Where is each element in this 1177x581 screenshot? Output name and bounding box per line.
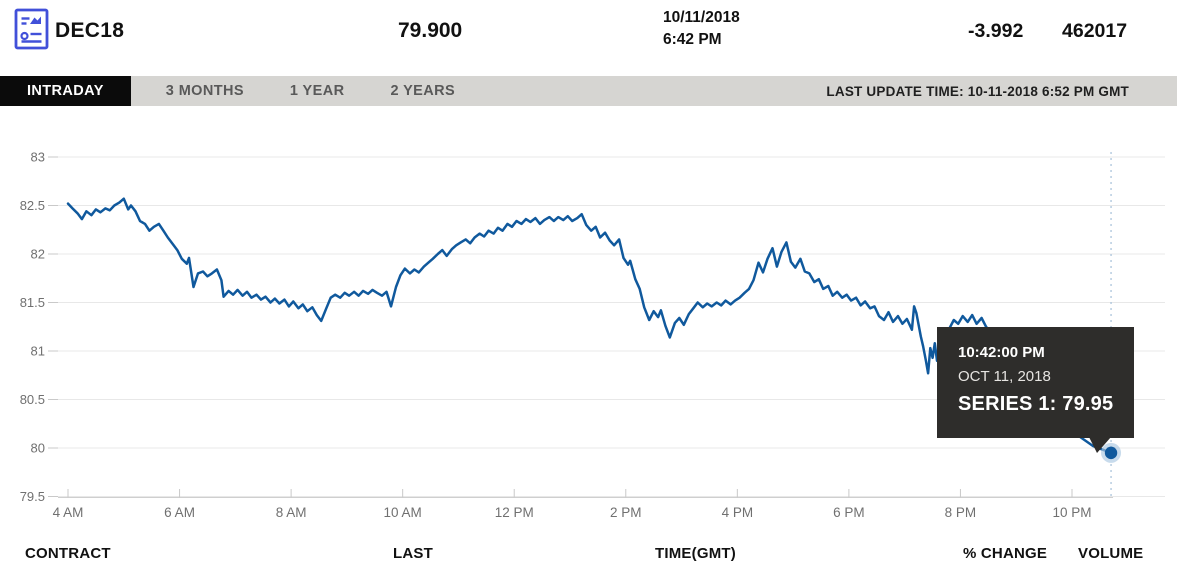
tab-2-years[interactable]: 2 YEARS [390,83,456,99]
svg-text:82: 82 [31,247,45,262]
svg-text:4 AM: 4 AM [53,505,84,520]
quote-date: 10/11/2018 [663,9,740,26]
svg-text:81.5: 81.5 [20,295,45,310]
svg-text:10 AM: 10 AM [384,505,422,520]
range-tabbar: INTRADAY 3 MONTHS 1 YEAR 2 YEARS LAST UP… [0,76,1177,106]
svg-text:80.5: 80.5 [20,392,45,407]
tab-3-months[interactable]: 3 MONTHS [165,83,244,99]
quote-datetime: 10/11/2018 6:42 PM [663,7,740,51]
svg-text:10 PM: 10 PM [1052,505,1091,520]
chart-tooltip: 10:42:00 PM OCT 11, 2018 SERIES 1: 79.95 [937,327,1134,453]
svg-text:83: 83 [31,150,45,165]
tooltip-series-value: SERIES 1: 79.95 [958,393,1114,415]
last-price: 79.900 [398,19,463,42]
quote-time: 6:42 PM [663,31,722,48]
column-label-time: TIME(GMT) [655,545,736,562]
contract-name: DEC18 [55,19,125,42]
tooltip-date: OCT 11, 2018 [958,368,1051,385]
tooltip-time: 10:42:00 PM [958,344,1045,361]
column-label-last: LAST [393,545,433,562]
volume-value: 462017 [1062,20,1128,42]
svg-text:2 PM: 2 PM [610,505,642,520]
last-update-time: LAST UPDATE TIME: 10-11-2018 6:52 PM GMT [826,83,1129,99]
column-label-volume: VOLUME [1078,545,1144,562]
svg-text:80: 80 [31,441,45,456]
svg-text:4 PM: 4 PM [722,505,754,520]
svg-text:82.5: 82.5 [20,198,45,213]
column-label-contract: CONTRACT [25,545,111,562]
report-document-icon [14,8,49,50]
percent-change-value: -3.992 [968,20,1024,42]
column-label-percent-change: % CHANGE [963,545,1048,562]
svg-text:8 AM: 8 AM [276,505,307,520]
tab-1-year[interactable]: 1 YEAR [289,83,345,99]
svg-text:8 PM: 8 PM [945,505,977,520]
tab-intraday[interactable]: INTRADAY [0,76,131,106]
svg-text:6 AM: 6 AM [164,505,195,520]
svg-text:81: 81 [31,344,45,359]
svg-text:12 PM: 12 PM [495,505,534,520]
svg-text:79.5: 79.5 [20,489,45,504]
svg-text:6 PM: 6 PM [833,505,865,520]
